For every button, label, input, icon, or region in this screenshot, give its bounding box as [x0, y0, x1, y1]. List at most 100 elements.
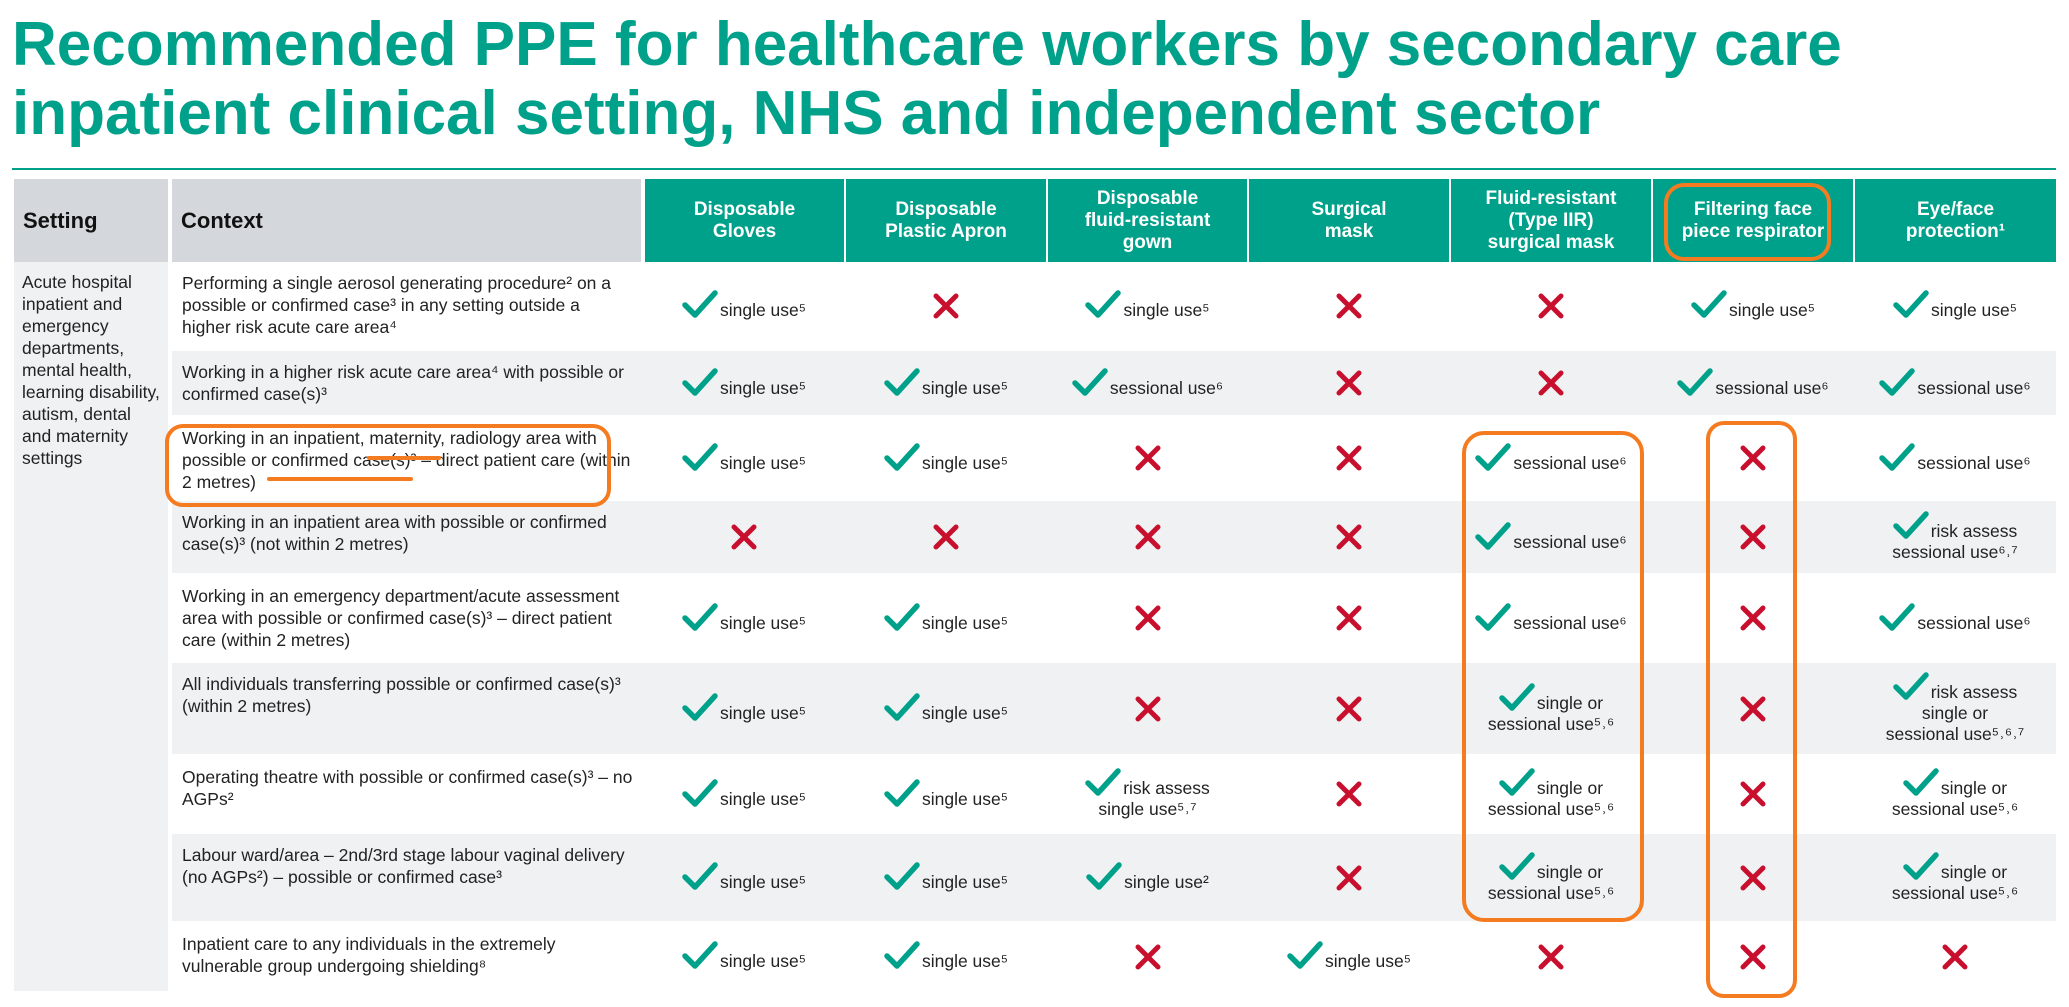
- table-row: Acute hospital inpatient and emergency d…: [14, 262, 2056, 991]
- recommendation: single use⁵: [884, 862, 1008, 893]
- cell-eye-protection: sessional use⁶: [1854, 574, 2056, 663]
- recommendation-text: single or: [1536, 778, 1604, 798]
- cross-icon: [1740, 944, 1766, 969]
- cross-icon: [1740, 605, 1766, 631]
- cell-gown: single use⁵: [1047, 262, 1248, 351]
- cell-surgical-mask: [1248, 500, 1450, 575]
- recommendation-text: single use⁵: [1728, 300, 1816, 320]
- check-icon: [1499, 768, 1535, 796]
- check-icon: [1475, 442, 1512, 471]
- recommendation-text: single use⁵: [719, 612, 807, 633]
- table-row: Working in an inpatient, maternity, radi…: [14, 416, 2056, 501]
- context-cell: Working in a higher risk acute care area…: [170, 350, 643, 417]
- recommendation: single use⁵: [884, 602, 1008, 634]
- column-header-gloves: Disposable Gloves: [643, 179, 846, 262]
- cell-apron: single use⁵: [845, 755, 1047, 834]
- recommendation-text: single use⁵: [719, 452, 807, 473]
- cell-gown: single use²: [1047, 833, 1248, 923]
- cross-icon: [1740, 445, 1766, 471]
- recommendation: single use⁵: [1691, 290, 1815, 321]
- check-icon: [682, 290, 718, 318]
- underline-maternity: [367, 456, 441, 460]
- recommendation: single use⁵: [884, 778, 1008, 810]
- context-cell: Working in an inpatient, maternity, radi…: [170, 416, 643, 501]
- recommendation: single use⁵: [682, 290, 806, 321]
- check-icon: [1879, 367, 1916, 396]
- setting-column-header: Setting: [14, 179, 172, 262]
- cross-icon: [933, 293, 959, 318]
- check-icon: [682, 693, 718, 721]
- recommendation: single use⁵: [884, 442, 1009, 474]
- cross-icon: [1740, 865, 1766, 890]
- check-icon: [884, 941, 920, 969]
- check-icon: [1085, 768, 1121, 796]
- cell-gloves: single use⁵: [643, 350, 845, 417]
- check-icon: [1677, 367, 1714, 396]
- cross-icon: [1538, 944, 1564, 969]
- check-icon: [1691, 290, 1727, 318]
- cell-eye-protection: [1854, 922, 2056, 992]
- recommendation-text: risk assess: [1123, 778, 1210, 798]
- recommendation: sessional use⁶: [1879, 602, 2031, 634]
- recommendation: single use⁵: [884, 367, 1008, 399]
- cross-icon: [933, 524, 959, 550]
- recommendation-text: single use⁵: [719, 788, 807, 809]
- recommendation: sessional use⁶: [1072, 367, 1224, 399]
- recommendation: sessional use⁶: [1475, 521, 1627, 553]
- check-icon: [884, 862, 920, 890]
- check-icon: [682, 778, 718, 807]
- page-title: Recommended PPE for healthcare workers b…: [12, 10, 1842, 148]
- cell-apron: single use⁵: [845, 416, 1047, 501]
- cross-icon: [1740, 524, 1766, 550]
- table-row: Labour ward/area – 2nd/3rd stage labour …: [14, 833, 2056, 923]
- recommendation-text: single or: [1536, 861, 1604, 882]
- cell-gown: [1047, 922, 1248, 992]
- check-icon: [1086, 862, 1122, 890]
- recommendation: single use⁵: [1287, 941, 1411, 972]
- title-divider: [12, 168, 2056, 170]
- cell-surgical-mask: [1248, 574, 1450, 663]
- table-row: Inpatient care to any individuals in the…: [14, 922, 2056, 992]
- recommendation-text: sessional use⁵˒⁶: [1891, 799, 2019, 819]
- cross-icon: [1538, 293, 1564, 318]
- cell-gloves: single use⁵: [643, 922, 845, 992]
- cell-eye-protection: single or sessional use⁵˒⁶: [1854, 755, 2056, 834]
- cell-surgical-mask: single use⁵: [1248, 922, 1450, 992]
- recommendation-text: single use⁵: [1930, 300, 2018, 320]
- cell-eye-protection: risk assess sessional use⁶˒⁷: [1854, 500, 2056, 575]
- recommendation-text: sessional use⁵˒⁶: [1891, 882, 2019, 903]
- cross-icon: [731, 524, 757, 550]
- recommendation-text: single use⁵: [719, 300, 807, 320]
- recommendation: single use⁵: [682, 442, 807, 474]
- cross-icon: [1538, 370, 1564, 396]
- cell-surgical-mask: [1248, 350, 1450, 417]
- cross-icon: [1336, 445, 1362, 471]
- cell-ffp-respirator: single use⁵: [1652, 262, 1854, 351]
- cell-gown: sessional use⁶: [1047, 350, 1248, 417]
- recommendation: risk assess single or sessional use⁵˒⁶˒⁷: [1886, 672, 2024, 745]
- check-icon: [884, 442, 920, 471]
- context-cell: Working in an inpatient area with possib…: [170, 500, 643, 575]
- cell-apron: single use⁵: [845, 662, 1047, 756]
- check-icon: [1893, 290, 1929, 318]
- cell-eye-protection: single use⁵: [1854, 262, 2056, 351]
- check-icon: [884, 693, 920, 721]
- column-header-gown: Disposable fluid-resistant gown: [1047, 179, 1249, 262]
- recommendation: sessional use⁶: [1879, 367, 2031, 399]
- cell-ffp-respirator: [1652, 755, 1854, 834]
- recommendation-text: sessional use⁶˒⁷: [1892, 542, 2018, 562]
- cell-surgical-mask: [1248, 833, 1450, 923]
- recommendation-text: sessional use⁶: [1109, 377, 1224, 398]
- recommendation-text: sessional use⁵˒⁶: [1487, 882, 1615, 903]
- cell-gloves: single use⁵: [643, 416, 845, 501]
- cell-apron: single use⁵: [845, 922, 1047, 992]
- cell-fluid-resistant-mask: single or sessional use⁵˒⁶: [1450, 833, 1652, 923]
- recommendation-text: sessional use⁶: [1917, 452, 2031, 473]
- recommendation-text: single use⁵: [1324, 951, 1412, 971]
- cell-ffp-respirator: [1652, 416, 1854, 501]
- context-cell: All individuals transferring possible or…: [170, 662, 643, 756]
- recommendation-text: single use⁵: [921, 452, 1009, 473]
- ppe-table: Setting Context Disposable Gloves Dispos…: [14, 179, 2056, 992]
- check-icon: [1879, 602, 1916, 631]
- cell-ffp-respirator: [1652, 833, 1854, 923]
